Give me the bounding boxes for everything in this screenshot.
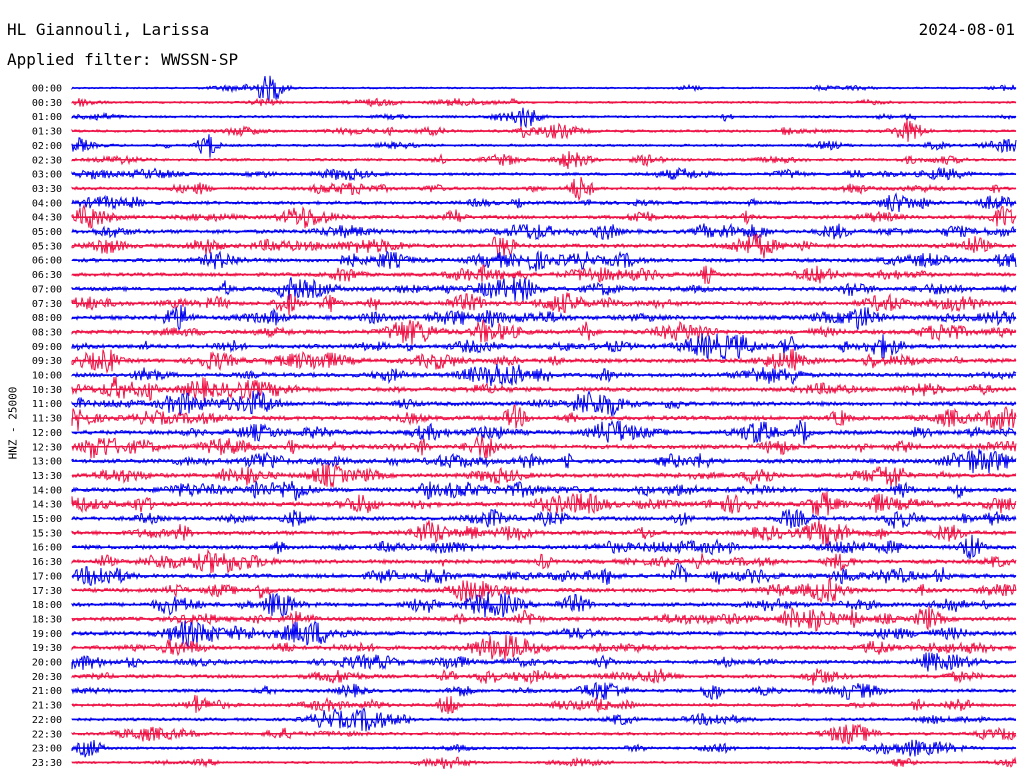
- time-tick-label: 17:30: [32, 586, 62, 597]
- time-tick-label: 12:30: [32, 442, 62, 453]
- time-tick-label: 12:00: [32, 428, 62, 439]
- filter-label: Applied filter: WWSSN-SP: [7, 50, 239, 69]
- seismic-trace: [71, 448, 1017, 474]
- time-tick-label: 19:00: [32, 629, 62, 640]
- time-tick-label: 14:30: [32, 500, 62, 511]
- time-tick-label: 16:30: [32, 557, 62, 568]
- time-tick-label: 09:00: [32, 342, 62, 353]
- time-tick-label: 23:30: [32, 758, 62, 769]
- time-tick-label: 06:30: [32, 270, 62, 281]
- time-tick-label: 18:30: [32, 614, 62, 625]
- time-tick-label: 00:30: [32, 98, 62, 109]
- seismic-trace: [71, 480, 1017, 501]
- seismic-trace: [71, 304, 1017, 331]
- time-tick-label: 19:30: [32, 643, 62, 654]
- time-tick-label: 15:30: [32, 528, 62, 539]
- time-tick-label: 21:30: [32, 701, 62, 712]
- time-tick-label: 03:00: [32, 170, 62, 181]
- seismic-trace: [71, 107, 1017, 129]
- time-tick-label: 07:30: [32, 299, 62, 310]
- time-tick-label: 05:00: [32, 227, 62, 238]
- time-tick-label: 03:30: [32, 184, 62, 195]
- time-tick-label: 16:00: [32, 543, 62, 554]
- seismic-trace: [71, 435, 1017, 459]
- time-tick-label: 17:00: [32, 571, 62, 582]
- time-tick-label: 00:00: [32, 84, 62, 95]
- record-date: 2024-08-01: [918, 20, 1015, 39]
- time-tick-label: 11:30: [32, 414, 62, 425]
- time-tick-label: 02:00: [32, 141, 62, 152]
- time-tick-label: 10:00: [32, 371, 62, 382]
- time-tick-label: 14:00: [32, 485, 62, 496]
- time-tick-label: 11:00: [32, 399, 62, 410]
- time-tick-label: 08:30: [32, 327, 62, 338]
- seismic-trace: [71, 491, 1017, 516]
- seismic-trace: [71, 277, 1017, 302]
- time-tick-label: 10:30: [32, 385, 62, 396]
- time-tick-label: 13:30: [32, 471, 62, 482]
- time-tick-label: 09:30: [32, 356, 62, 367]
- time-tick-labels: 00:00 00:30 01:00 01:30 02:00 02:30 03:00 03:30…: [32, 84, 62, 769]
- time-tick-label: 15:00: [32, 514, 62, 525]
- time-tick-label: 04:00: [32, 198, 62, 209]
- time-tick-label: 20:00: [32, 658, 62, 669]
- time-tick-label: 06:00: [32, 256, 62, 267]
- time-tick-label: 23:00: [32, 744, 62, 755]
- time-tick-label: 13:00: [32, 457, 62, 468]
- time-tick-label: 22:00: [32, 715, 62, 726]
- time-tick-label: 04:30: [32, 213, 62, 224]
- time-tick-label: 02:30: [32, 155, 62, 166]
- time-tick-label: 20:30: [32, 672, 62, 683]
- time-tick-label: 08:00: [32, 313, 62, 324]
- seismogram-traces: [71, 75, 1017, 770]
- time-tick-label: 22:30: [32, 729, 62, 740]
- time-tick-label: 01:30: [32, 127, 62, 138]
- time-tick-label: 05:30: [32, 241, 62, 252]
- time-tick-label: 07:00: [32, 284, 62, 295]
- seismic-trace: [71, 250, 1017, 272]
- time-tick-label: 01:00: [32, 112, 62, 123]
- station-title: HL Giannouli, Larissa: [7, 20, 210, 39]
- time-tick-label: 18:00: [32, 600, 62, 611]
- time-tick-label: 21:00: [32, 686, 62, 697]
